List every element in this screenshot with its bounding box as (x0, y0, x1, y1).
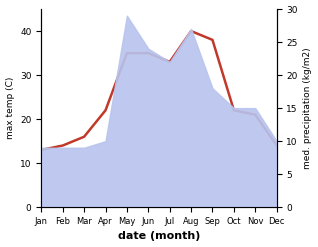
X-axis label: date (month): date (month) (118, 231, 200, 242)
Y-axis label: med. precipitation (kg/m2): med. precipitation (kg/m2) (303, 47, 313, 169)
Y-axis label: max temp (C): max temp (C) (5, 77, 15, 139)
